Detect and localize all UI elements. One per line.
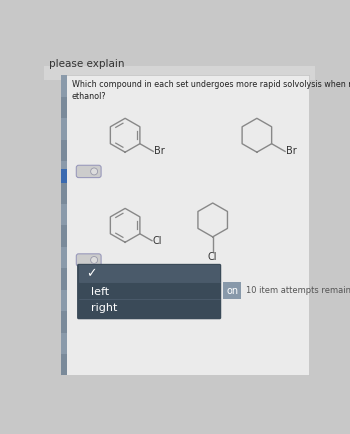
Bar [61,268,67,289]
Text: on: on [226,286,238,296]
Bar [61,161,67,182]
Bar [223,282,242,299]
Bar [61,225,67,247]
Text: Br: Br [154,146,165,156]
Bar [61,139,67,161]
Text: Which compound in each set undergoes more rapid solvolysis when refluxed in
etha: Which compound in each set undergoes mor… [72,80,350,101]
FancyBboxPatch shape [76,165,101,178]
Bar [61,97,67,118]
Text: please explain: please explain [49,59,125,69]
FancyBboxPatch shape [76,254,101,266]
Circle shape [91,168,98,175]
Bar [61,204,67,225]
Text: right: right [91,303,117,313]
Bar [61,311,67,332]
Bar [44,66,315,80]
Bar [61,118,67,139]
Circle shape [91,256,98,263]
FancyBboxPatch shape [61,75,309,375]
Text: Cl: Cl [208,252,217,262]
Bar [61,354,67,375]
Text: Cl: Cl [153,236,162,246]
Bar [61,247,67,268]
Bar [61,332,67,354]
Bar [61,75,67,97]
Text: left: left [91,286,109,296]
Bar [61,182,67,204]
FancyBboxPatch shape [77,264,221,319]
Text: ✓: ✓ [86,267,97,280]
Text: Br: Br [286,146,296,156]
Bar [61,289,67,311]
Text: 10 item attempts remaining: 10 item attempts remaining [246,286,350,295]
Bar [79,265,220,282]
Bar [61,169,67,183]
